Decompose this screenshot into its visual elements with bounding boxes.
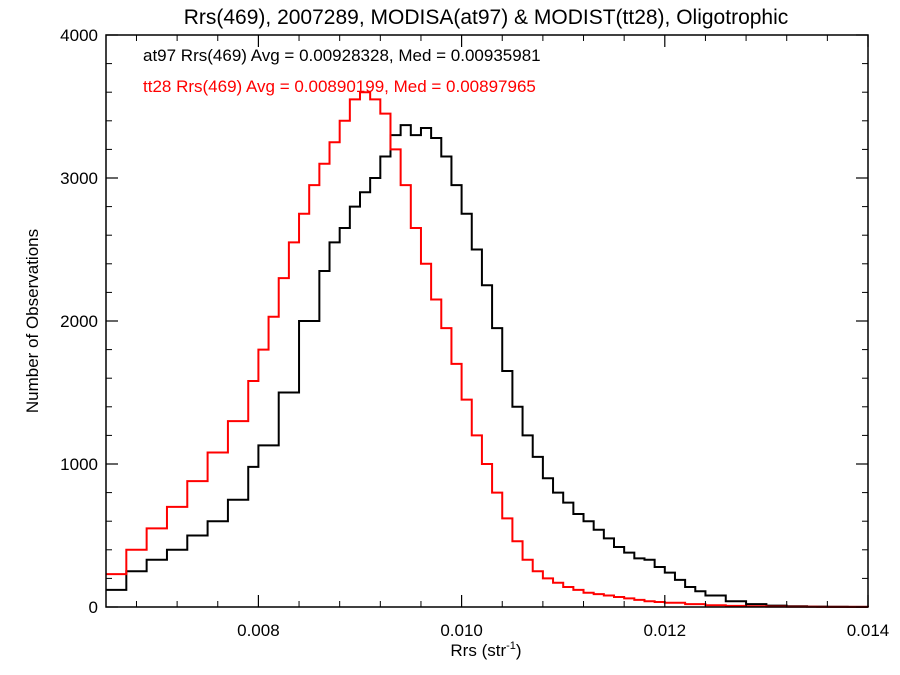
y-tick-label: 1000 <box>60 455 98 474</box>
x-tick-label: 0.012 <box>644 621 687 640</box>
y-tick-label: 2000 <box>60 312 98 331</box>
series-line-0 <box>106 124 869 608</box>
y-axis-label: Number of Observations <box>23 229 42 413</box>
x-tick-label: 0.010 <box>440 621 483 640</box>
y-tick-label: 0 <box>89 598 98 617</box>
y-tick-label: 3000 <box>60 169 98 188</box>
x-axis-label: Rrs (str-1) <box>450 640 521 660</box>
legend-entry-tt28: tt28 Rrs(469) Avg = 0.00890199, Med = 0.… <box>143 77 536 96</box>
x-axis-label-main: Rrs (str <box>450 641 506 660</box>
y-ticks: 0 1000 2000 3000 4000 <box>60 26 868 617</box>
y-tick-label: 4000 <box>60 26 98 45</box>
chart-title: Rrs(469), 2007289, MODISA(at97) & MODIST… <box>184 6 789 29</box>
x-tick-label: 0.008 <box>237 621 280 640</box>
series-layer <box>106 91 869 608</box>
x-axis-label-sup: -1 <box>506 640 516 652</box>
series-line-1 <box>106 91 869 608</box>
legend-entry-at97: at97 Rrs(469) Avg = 0.00928328, Med = 0.… <box>143 46 541 65</box>
x-axis-label-close: ) <box>516 641 522 660</box>
x-tick-label: 0.014 <box>847 621 890 640</box>
x-ticks: 0.008 0.010 0.012 0.014 <box>135 35 890 640</box>
